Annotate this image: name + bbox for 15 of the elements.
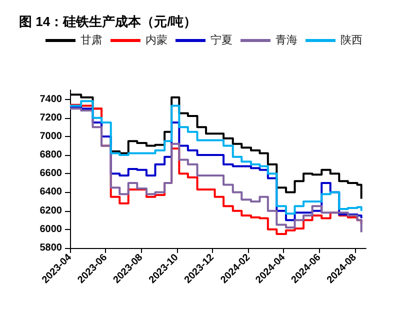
legend-label: 陕西 [340, 34, 362, 46]
y-tick-label: 6400 [40, 186, 62, 198]
y-tick-label: 6200 [40, 205, 62, 216]
legend-label: 甘肃 [80, 34, 102, 46]
y-tick-label: 6000 [40, 224, 62, 235]
chart-title: 图 14：硅铁生产成本（元/吨） [19, 14, 197, 29]
legend-label: 内蒙 [146, 34, 168, 46]
y-tick-label: 7400 [40, 94, 62, 105]
y-tick-label: 6800 [40, 150, 62, 161]
legend-label: 宁夏 [210, 34, 232, 46]
y-tick-label: 6600 [40, 168, 62, 180]
y-tick-label: 7200 [40, 112, 62, 124]
legend-label: 青海 [276, 34, 298, 46]
y-tick-label: 7000 [40, 130, 62, 142]
y-tick-label: 5800 [40, 242, 62, 254]
